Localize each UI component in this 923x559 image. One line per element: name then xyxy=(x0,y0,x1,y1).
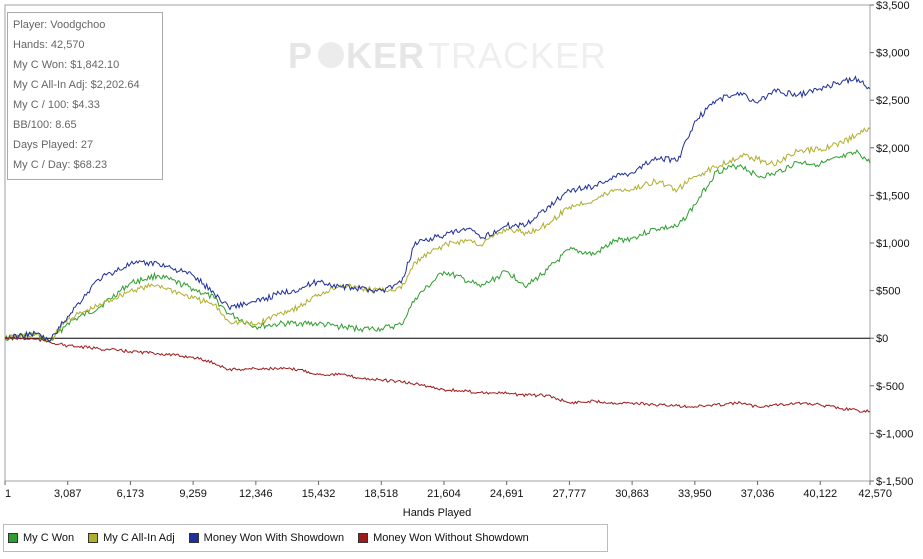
x-tick-label: 12,346 xyxy=(239,488,273,500)
legend-label: My C Won xyxy=(23,532,75,544)
y-tick-label: $-1,500 xyxy=(876,476,913,488)
x-tick-label: 9,259 xyxy=(179,488,207,500)
legend: My C Won My C All-In Adj Money Won With Sh… xyxy=(3,524,608,552)
stat-hands: Hands: 42,570 xyxy=(13,39,85,51)
x-tick-label: 6,173 xyxy=(117,488,145,500)
legend-item[interactable]: My C Won xyxy=(8,532,74,544)
y-tick-label: $0 xyxy=(876,333,888,345)
stat-days: Days Played: 27 xyxy=(13,139,94,151)
stat-allin-adj: My C All-In Adj: $2,202.64 xyxy=(13,79,140,91)
x-axis-title: Hands Played xyxy=(403,507,472,519)
x-tick-label: 21,604 xyxy=(427,488,461,500)
watermark-chip-icon xyxy=(318,42,344,68)
y-tick-label: $3,500 xyxy=(876,0,910,12)
stat-bb-100: BB/100: 8.65 xyxy=(13,119,77,131)
x-tick-label: 37,036 xyxy=(741,488,775,500)
legend-label: Money Won Without Showdown xyxy=(373,532,529,544)
watermark: P KER TRACKER xyxy=(288,35,607,76)
y-tick-label: $1,500 xyxy=(876,190,910,202)
series-line-my-c-all-in-adj xyxy=(4,127,871,342)
legend-swatch-icon xyxy=(8,533,18,543)
y-axis: $3,500 $3,000 $2,500 $2,000 $1,500 $1,000 $500… xyxy=(870,0,913,488)
x-tick-label: 27,777 xyxy=(553,488,587,500)
y-tick-label: $500 xyxy=(876,286,900,298)
y-tick-label: $1,000 xyxy=(876,238,910,250)
series-group xyxy=(4,75,871,413)
y-tick-label: $-1,000 xyxy=(876,428,913,440)
x-tick-label: 24,691 xyxy=(490,488,524,500)
x-tick-label: 33,950 xyxy=(678,488,712,500)
y-tick-label: $3,000 xyxy=(876,48,910,60)
legend-swatch-icon xyxy=(188,533,199,543)
series-line-money-won-without-showdown xyxy=(4,336,871,413)
stat-won: My C Won: $1,842.10 xyxy=(13,59,120,71)
legend-swatch-icon xyxy=(358,533,369,543)
stats-panel: Player: Voodgchoo Hands: 42,570 My C Won… xyxy=(7,12,163,180)
x-tick-label: 42,570 xyxy=(858,488,892,500)
x-tick-label: 15,432 xyxy=(302,488,336,500)
watermark-text-2: KER xyxy=(346,35,425,76)
legend-label: Money Won With Showdown xyxy=(203,532,345,544)
x-tick-label: 30,863 xyxy=(615,488,649,500)
x-tick-label: 1 xyxy=(5,488,11,500)
watermark-text-3: TRACKER xyxy=(428,35,607,76)
stat-per-day: My C / Day: $68.23 xyxy=(13,159,108,171)
legend-swatch-icon xyxy=(88,533,99,543)
y-tick-label: $-500 xyxy=(876,381,904,393)
x-tick-label: 18,518 xyxy=(364,488,398,500)
y-tick-label: $2,000 xyxy=(876,143,910,155)
legend-item[interactable]: Money Won With Showdown xyxy=(188,532,345,544)
stat-player: Player: Voodgchoo xyxy=(13,19,106,31)
legend-item[interactable]: Money Won Without Showdown xyxy=(358,532,529,544)
series-line-money-won-with-showdown xyxy=(4,75,871,343)
y-tick-label: $2,500 xyxy=(876,95,910,107)
legend-label: My C All-In Adj xyxy=(103,532,175,544)
x-tick-label: 40,122 xyxy=(803,488,837,500)
legend-item[interactable]: My C All-In Adj xyxy=(88,532,175,544)
stat-per-100: My C / 100: $4.33 xyxy=(13,99,100,111)
series-line-my-c-won xyxy=(4,149,871,343)
watermark-text-1: P xyxy=(288,35,313,76)
x-axis: 1 3,087 6,173 9,259 12,346 15,432 18,518 21,604… xyxy=(4,481,892,500)
x-tick-label: 3,087 xyxy=(54,488,82,500)
